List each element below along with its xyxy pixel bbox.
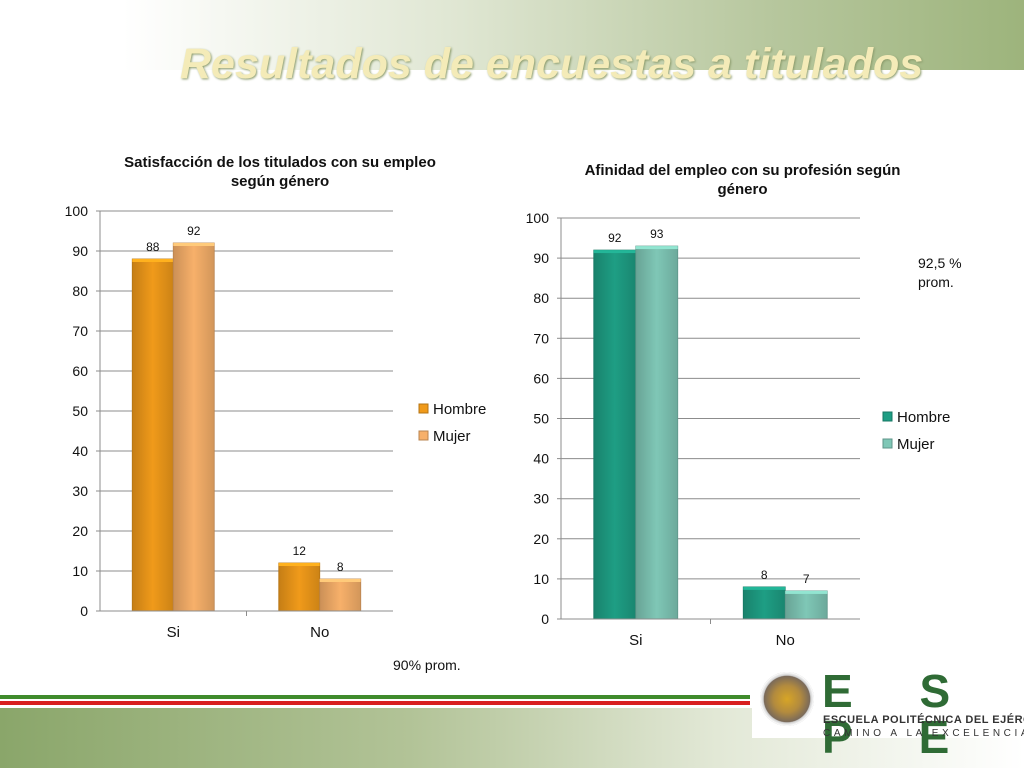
chart-2-title: Afinidad del empleo con su profesión seg…	[584, 162, 901, 198]
note-average-left: 90% prom.	[393, 657, 461, 673]
data-label: 12	[293, 544, 307, 558]
y-tick-label: 90	[72, 243, 88, 259]
data-label: 88	[146, 240, 160, 254]
data-label: 8	[337, 560, 344, 574]
bar-top-highlight	[635, 246, 678, 250]
y-tick-label: 100	[65, 203, 89, 219]
university-seal-icon	[760, 672, 814, 726]
data-label: 7	[803, 572, 810, 586]
bar-top-highlight	[132, 259, 174, 262]
legend-swatch	[882, 438, 893, 449]
legend-swatch	[882, 411, 893, 422]
header-band	[0, 0, 1024, 70]
y-tick-label: 60	[533, 370, 549, 386]
bar-hombre-no	[278, 562, 321, 612]
y-tick-label: 20	[72, 523, 88, 539]
y-tick-label: 40	[533, 451, 549, 467]
espe-logo-letters: E S P E	[822, 665, 978, 763]
footer-stripe-green	[0, 695, 750, 699]
x-tick-label: Si	[167, 624, 180, 641]
data-label: 8	[761, 568, 768, 582]
note-average-right: 92,5 % prom.	[918, 255, 962, 290]
bar-top-highlight	[593, 250, 636, 254]
data-label: 92	[608, 231, 622, 245]
bar-hombre-si	[131, 258, 174, 612]
data-label: 93	[650, 227, 664, 241]
chart-1-satisfaccion: 0 10 20 30 40 50 60 70 80 90 100 Si 88 92 No 12 8 Hombre M…	[65, 203, 487, 641]
y-tick-label: 0	[541, 611, 549, 627]
legend-label: Hombre	[897, 409, 950, 426]
footer-stripe-red	[0, 701, 750, 705]
espe-motto: CAMINO A LA EXCELENCIA	[823, 728, 1024, 739]
x-tick-label: No	[310, 624, 329, 641]
y-tick-label: 90	[533, 250, 549, 266]
legend-label: Hombre	[433, 401, 486, 418]
y-tick-label: 20	[533, 531, 549, 547]
x-tick-label: Si	[629, 632, 642, 649]
bar-mujer-no	[784, 590, 828, 620]
bar-mujer-si	[172, 242, 215, 612]
y-tick-label: 50	[72, 403, 88, 419]
bar-hombre-si	[593, 249, 637, 620]
data-label: 92	[187, 224, 201, 238]
legend-label: Mujer	[897, 436, 935, 453]
y-tick-label: 60	[72, 363, 88, 379]
legend-swatch	[418, 403, 429, 414]
y-tick-label: 100	[526, 210, 550, 226]
slide-title: Resultados de encuestas a titulados	[180, 40, 924, 88]
y-tick-label: 50	[533, 411, 549, 427]
y-tick-label: 30	[533, 491, 549, 507]
bar-top-highlight	[278, 563, 320, 566]
y-tick-label: 70	[72, 323, 88, 339]
footer-stripe-white	[0, 699, 750, 701]
legend-swatch	[418, 430, 429, 441]
y-tick-label: 30	[72, 483, 88, 499]
legend-label: Mujer	[433, 428, 471, 445]
y-tick-label: 40	[72, 443, 88, 459]
bar-top-highlight	[785, 590, 828, 594]
x-tick-label: No	[776, 632, 795, 649]
y-tick-label: 70	[533, 330, 549, 346]
y-tick-label: 0	[80, 603, 88, 619]
y-tick-label: 80	[72, 283, 88, 299]
espe-institution-name: ESCUELA POLITÉCNICA DEL EJÉRCITO	[823, 714, 1024, 726]
bar-hombre-no	[742, 586, 786, 620]
bar-top-highlight	[173, 243, 215, 246]
bar-mujer-no	[319, 578, 362, 612]
chart-2-afinidad: 0 10 20 30 40 50 60 70 80 90 100 Si 92 93 No 8 7 Hombre Mu…	[526, 210, 951, 649]
y-tick-label: 10	[533, 571, 549, 587]
chart-1-title: Satisfacción de los titulados con su emp…	[124, 154, 436, 190]
y-tick-label: 80	[533, 290, 549, 306]
bar-mujer-si	[635, 245, 679, 620]
bar-top-highlight	[319, 579, 361, 582]
y-tick-label: 10	[72, 563, 88, 579]
bar-top-highlight	[743, 586, 786, 590]
